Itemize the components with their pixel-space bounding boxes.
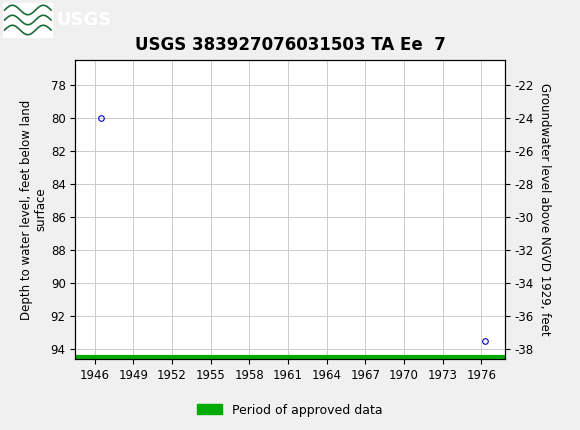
Text: USGS 383927076031503 TA Ee  7: USGS 383927076031503 TA Ee 7 [135, 36, 445, 54]
Text: USGS: USGS [57, 11, 112, 29]
Legend: Period of approved data: Period of approved data [192, 399, 388, 421]
Y-axis label: Depth to water level, feet below land
surface: Depth to water level, feet below land su… [20, 99, 48, 320]
Bar [3, 3, 52, 37]
Y-axis label: Groundwater level above NGVD 1929, feet: Groundwater level above NGVD 1929, feet [538, 83, 551, 336]
